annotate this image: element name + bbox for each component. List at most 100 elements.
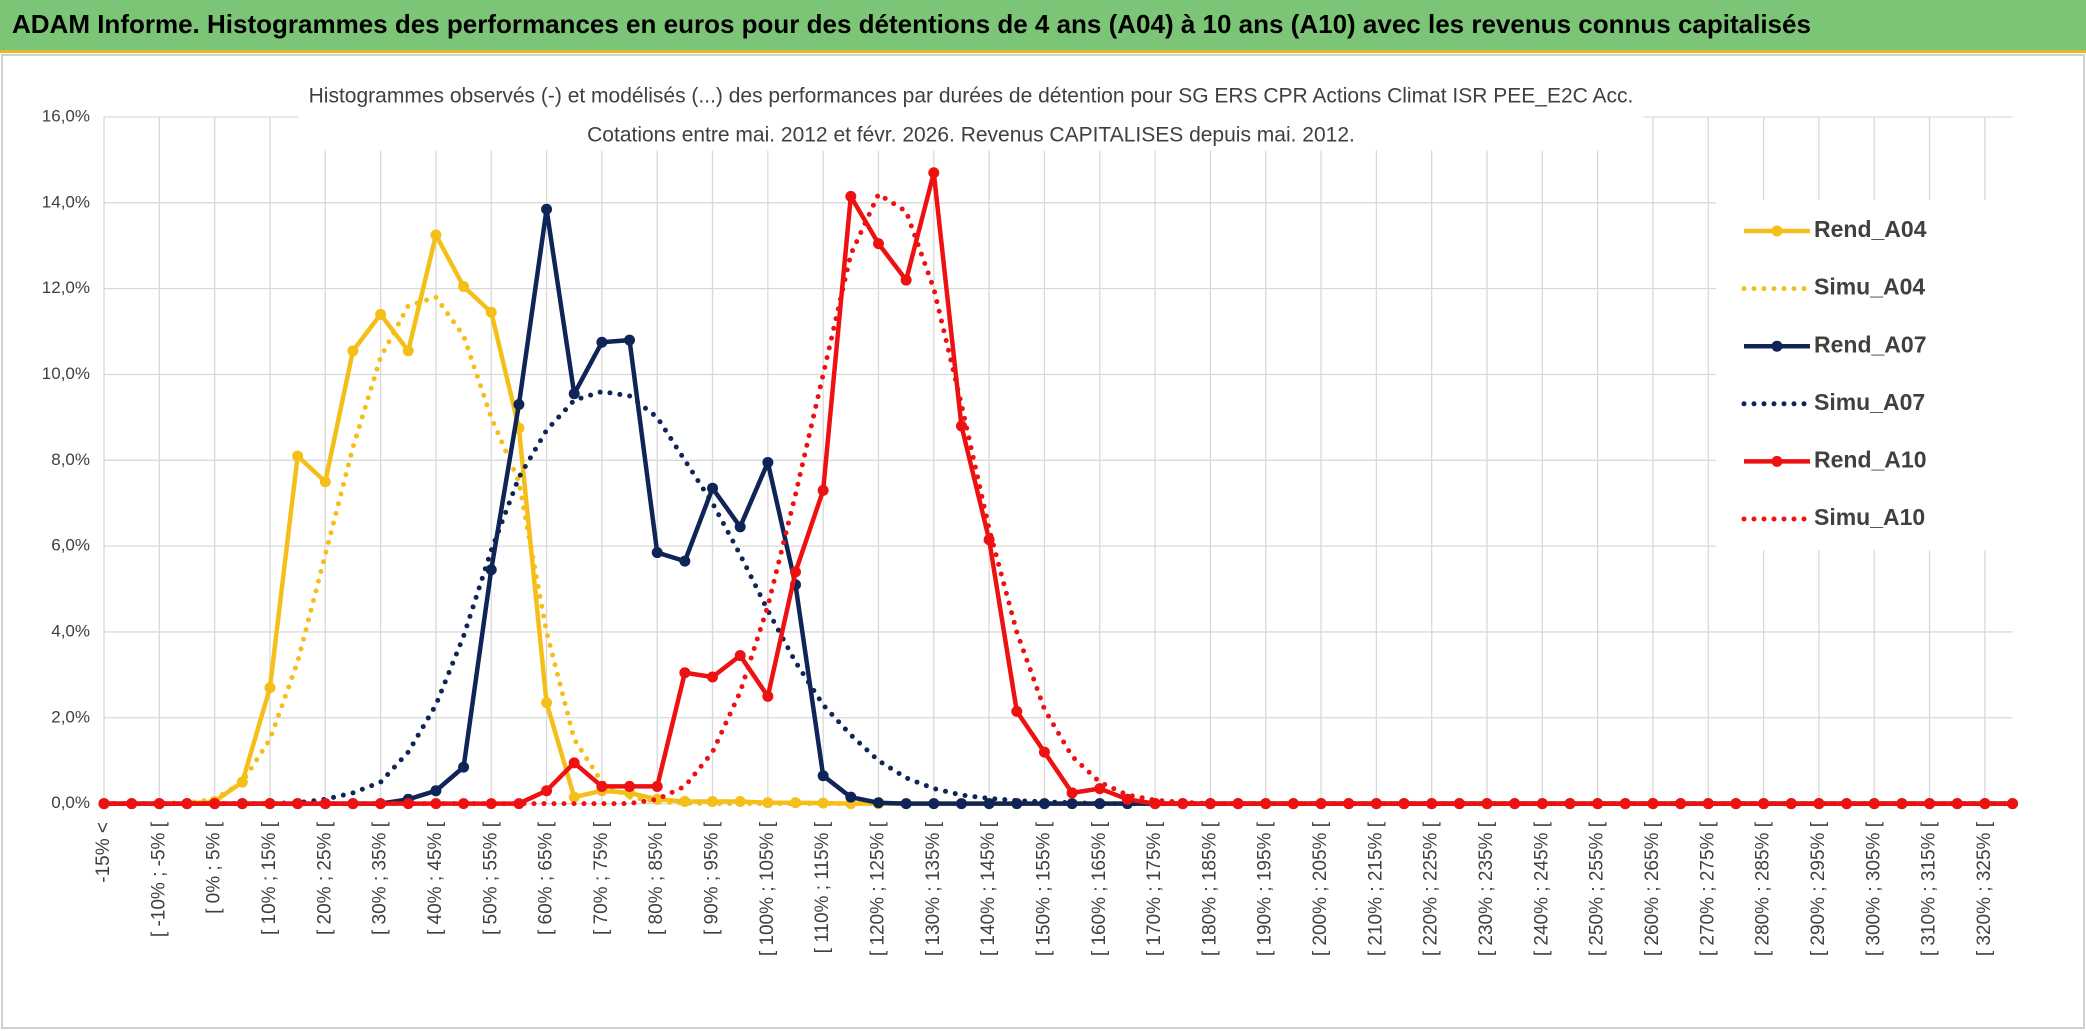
data-point: [1094, 783, 1106, 795]
x-tick-label: [ 260% ; 265% [: [1642, 821, 1663, 956]
data-point: [292, 798, 304, 810]
data-point: [872, 797, 884, 809]
x-tick-label: [ 60% ; 65% [: [536, 821, 557, 935]
chart-title: Histogrammes observés (-) et modélisés (…: [309, 85, 1634, 108]
data-point: [1343, 798, 1355, 810]
x-tick-label: [ 30% ; 35% [: [370, 821, 391, 935]
x-tick-label: [ 10% ; 15% [: [259, 821, 280, 935]
data-point: [1951, 798, 1963, 810]
data-point: [264, 798, 276, 810]
data-point: [845, 791, 857, 803]
data-point: [707, 671, 719, 683]
x-tick-label: [ 150% ; 155% [: [1033, 821, 1054, 956]
data-point: [430, 229, 442, 241]
data-point: [541, 785, 553, 797]
data-point: [900, 798, 912, 810]
x-tick-label: [ 90% ; 95% [: [702, 821, 723, 935]
data-point: [928, 798, 940, 810]
x-tick-label: [ 200% ; 205% [: [1310, 821, 1331, 956]
data-point: [485, 564, 497, 576]
data-point: [458, 281, 470, 293]
legend-label: Rend_A10: [1814, 446, 1926, 472]
data-point: [402, 345, 414, 357]
data-point: [1481, 798, 1493, 810]
x-tick-label: [ 210% ; 215% [: [1365, 821, 1386, 956]
data-point: [679, 667, 691, 679]
x-tick-label: [ 180% ; 185% [: [1199, 821, 1220, 956]
data-point: [264, 682, 276, 694]
data-point: [485, 306, 497, 318]
data-point: [1730, 798, 1742, 810]
x-tick-label: [ 80% ; 85% [: [646, 821, 667, 935]
x-tick-label: [ 50% ; 55% [: [480, 821, 501, 935]
legend-label: Simu_A07: [1814, 389, 1925, 415]
data-point: [955, 798, 967, 810]
legend-marker: [1771, 340, 1783, 352]
data-point: [679, 555, 691, 567]
legend-marker: [1771, 455, 1783, 467]
y-tick-label: 4,0%: [51, 621, 90, 640]
data-point: [1841, 798, 1853, 810]
y-tick-label: 16,0%: [42, 106, 90, 125]
series-line: [101, 190, 2016, 807]
data-point: [153, 798, 165, 810]
x-tick-label: [ 20% ; 25% [: [314, 821, 335, 935]
x-tick-label: [ 270% ; 275% [: [1697, 821, 1718, 956]
data-point: [1038, 746, 1050, 758]
x-tick-label: [ 250% ; 255% [: [1587, 821, 1608, 956]
data-point: [624, 780, 636, 792]
data-point: [651, 547, 663, 559]
x-tick-label: [ 130% ; 135% [: [923, 821, 944, 956]
legend: Rend_A04 Simu_A04 Rend_A07 Simu_A07 Rend_A10…: [1716, 200, 2016, 550]
data-point: [541, 203, 553, 215]
data-point: [1979, 798, 1991, 810]
y-tick-label: 2,0%: [51, 707, 90, 726]
y-tick-label: 8,0%: [51, 450, 90, 469]
data-point: [596, 336, 608, 348]
data-point: [347, 345, 359, 357]
title-background: [298, 80, 1644, 151]
data-point: [1066, 787, 1078, 799]
data-point: [568, 791, 580, 803]
x-tick-label: [ 220% ; 225% [: [1421, 821, 1442, 956]
y-tick-label: 6,0%: [51, 536, 90, 555]
data-point: [1509, 798, 1521, 810]
data-point: [568, 388, 580, 400]
legend-label: Simu_A10: [1814, 504, 1925, 530]
data-point: [817, 770, 829, 782]
data-point: [1370, 798, 1382, 810]
data-point: [513, 798, 525, 810]
data-point: [292, 450, 304, 462]
data-point: [1260, 798, 1272, 810]
data-point: [707, 482, 719, 494]
data-point: [1094, 798, 1106, 810]
x-tick-label: [ 230% ; 235% [: [1476, 821, 1497, 956]
data-point: [845, 190, 857, 202]
chart-titles: Histogrammes observés (-) et modélisés (…: [298, 80, 1644, 151]
legend-marker: [1771, 225, 1783, 237]
data-point: [458, 761, 470, 773]
data-point: [375, 798, 387, 810]
data-point: [624, 334, 636, 346]
x-tick-label: -15% <: [93, 822, 114, 883]
data-point: [375, 308, 387, 320]
data-point: [1232, 798, 1244, 810]
data-point: [1011, 705, 1023, 717]
x-tick-label: [ 160% ; 165% [: [1089, 821, 1110, 956]
x-tick-label: [ 290% ; 295% [: [1808, 821, 1829, 956]
x-tick-label: [ 110% ; 115% [: [812, 821, 833, 953]
data-point: [1813, 798, 1825, 810]
data-point: [817, 484, 829, 496]
x-tick-label: [ 100% ; 105% [: [757, 821, 778, 956]
data-point: [181, 798, 193, 810]
y-tick-label: 12,0%: [42, 278, 90, 297]
legend-label: Rend_A07: [1814, 331, 1926, 357]
data-point: [485, 798, 497, 810]
x-tick-label: [ 170% ; 175% [: [1144, 821, 1165, 956]
data-point: [928, 167, 940, 179]
data-point: [651, 780, 663, 792]
data-point: [900, 274, 912, 286]
data-point: [983, 798, 995, 810]
x-tick-label: [ 310% ; 315% [: [1919, 821, 1940, 956]
